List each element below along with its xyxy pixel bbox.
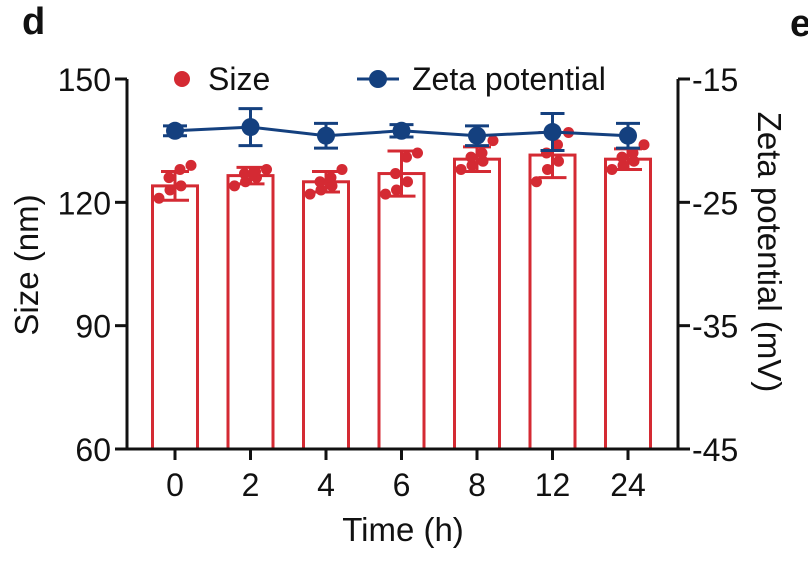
right-axis-ticks: -45 -35 -25 -15 (678, 62, 738, 468)
size-point (390, 168, 401, 180)
zeta-point (241, 118, 260, 137)
x-axis-ticks: 0 2 4 6 8 12 24 (166, 449, 646, 503)
size-point (239, 168, 250, 180)
size-point (616, 151, 628, 163)
left-tick-label: 90 (75, 309, 111, 345)
size-point (153, 192, 165, 204)
zeta-point (317, 126, 335, 145)
size-bar (226, 174, 275, 451)
size-point (542, 163, 553, 175)
left-tick-label: 120 (58, 185, 111, 221)
x-tick-label: 0 (166, 467, 184, 503)
x-tick-label: 24 (610, 467, 646, 503)
zeta-point (619, 126, 637, 145)
size-point (412, 147, 423, 159)
size-point (304, 188, 316, 200)
size-point (175, 180, 187, 192)
size-point (336, 163, 348, 175)
right-tick-label: -25 (692, 185, 738, 221)
size-bar (377, 172, 426, 451)
size-point (380, 188, 391, 200)
size-point (185, 159, 197, 171)
x-tick-label: 2 (242, 467, 260, 503)
y2-axis-title: Zeta potential (mV) (751, 112, 788, 393)
right-tick-label: -35 (692, 309, 738, 345)
size-point (553, 155, 564, 167)
size-point (552, 139, 563, 151)
zeta-point (166, 121, 184, 140)
size-bar (604, 157, 652, 451)
size-point (455, 163, 467, 175)
legend-size-label: Size (208, 61, 270, 97)
size-point (314, 176, 326, 188)
x-tick-label: 4 (317, 467, 335, 503)
size-point (401, 151, 412, 163)
size-point (606, 163, 618, 175)
size-point (477, 155, 489, 167)
size-point (325, 172, 337, 184)
panel-label: d (22, 1, 45, 43)
x-tick-label: 12 (535, 467, 571, 503)
size-point (326, 180, 338, 192)
left-tick-label: 60 (75, 432, 111, 468)
size-point (487, 135, 499, 147)
size-point (465, 151, 477, 163)
size-point (261, 163, 272, 175)
zeta-point (468, 126, 486, 145)
size-point (163, 172, 175, 184)
legend-zeta-marker (369, 70, 387, 88)
size-point (476, 147, 488, 159)
size-point (391, 184, 402, 196)
right-tick-label: -45 (692, 432, 738, 468)
left-tick-label: 150 (58, 62, 111, 98)
size-bar (453, 157, 501, 451)
size-bar (528, 153, 577, 451)
size-bar (151, 184, 199, 451)
size-point (402, 176, 413, 188)
zeta-line-layer (163, 107, 640, 153)
size-point (229, 180, 240, 192)
size-point (466, 159, 478, 171)
legend: Size Zeta potential (174, 61, 606, 97)
x-axis-title: Time (h) (342, 511, 464, 548)
size-bar (302, 180, 350, 451)
y-axis-title: Size (nm) (8, 194, 45, 335)
legend-zeta-label: Zeta potential (412, 61, 606, 97)
size-point (628, 155, 640, 167)
next-panel-label: e (790, 3, 808, 45)
size-point (164, 184, 176, 196)
left-axis-ticks: 60 90 120 150 (58, 62, 127, 468)
x-tick-label: 6 (393, 467, 411, 503)
right-tick-label: -15 (692, 62, 738, 98)
zeta-point (543, 123, 562, 142)
legend-size-marker (174, 71, 190, 87)
x-tick-label: 8 (468, 467, 486, 503)
zeta-point (392, 121, 411, 140)
bars-layer (151, 153, 652, 451)
